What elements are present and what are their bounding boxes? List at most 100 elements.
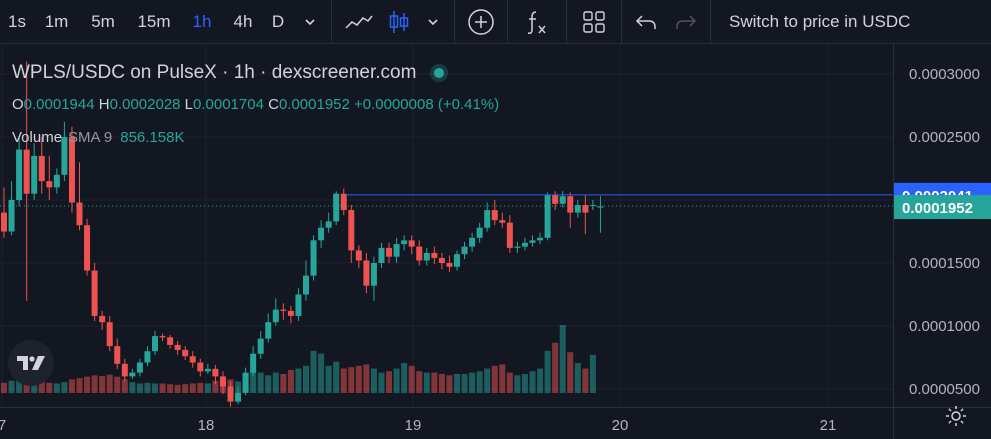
volume-bar <box>401 363 408 393</box>
x-tick-label: 20 <box>612 417 629 434</box>
open-label: O <box>12 96 24 113</box>
volume-bar <box>416 371 423 393</box>
candle-body <box>76 202 83 226</box>
volume-bar <box>559 325 566 393</box>
interval-1h[interactable]: 1h <box>192 11 212 31</box>
interval-15m[interactable]: 15m <box>137 11 171 31</box>
candle-body <box>333 193 340 222</box>
volume-value: 856.158K <box>120 129 185 146</box>
volume-bar <box>16 379 23 393</box>
ohlc-readout: O0.0001944 H0.0002028 L0.0001704 C0.0001… <box>12 96 499 113</box>
candle-body <box>537 237 544 241</box>
y-tick-label: 0.0000500 <box>909 381 980 398</box>
candle-body <box>1 212 7 232</box>
y-tick-label: 0.0002500 <box>909 129 980 146</box>
volume-bar <box>46 382 53 393</box>
settings-gear-icon[interactable] <box>944 404 968 433</box>
volume-bar <box>68 379 75 393</box>
switch-price-button[interactable]: Switch to price in USDC <box>729 11 911 31</box>
candle-body <box>408 240 415 247</box>
interval-1m[interactable]: 1m <box>44 11 69 31</box>
volume-bar <box>197 382 204 393</box>
candle-body <box>423 252 430 261</box>
separator <box>566 0 567 44</box>
volume-bar <box>303 365 309 393</box>
candle-body <box>182 349 189 357</box>
candle-body <box>454 254 460 267</box>
volume-bar <box>129 382 136 393</box>
volume-bar <box>574 363 581 393</box>
price-chart[interactable]: 0.0003000 0.0002500 0.0001500 0.0001000 0.00… <box>0 44 991 439</box>
candle-body <box>295 294 302 316</box>
change-value: +0.0000008 (+0.41%) <box>354 96 500 113</box>
interval-5m[interactable]: 5m <box>91 11 115 31</box>
volume-bar <box>114 376 121 393</box>
volume-bar <box>121 379 128 393</box>
close-label: C <box>268 96 279 113</box>
redo-icon[interactable] <box>666 0 706 44</box>
candle-body <box>552 194 559 204</box>
volume-bar <box>521 373 528 393</box>
candle-body <box>529 240 536 243</box>
volume-bar <box>393 368 400 393</box>
interval-4h[interactable]: 4h <box>233 11 253 31</box>
candle-body <box>84 225 91 271</box>
candle-body <box>136 362 143 373</box>
candle-body <box>469 237 476 247</box>
volume-bar <box>355 365 362 393</box>
candle-body <box>416 246 423 261</box>
candle-body <box>189 356 196 363</box>
candle-body <box>378 247 385 263</box>
volume-bar <box>386 371 393 393</box>
candle-body <box>303 275 309 295</box>
candle-body <box>446 263 453 267</box>
separator <box>331 0 332 44</box>
close-value: 0.0001952 <box>278 96 350 113</box>
add-indicator-icon[interactable] <box>459 0 503 44</box>
volume-bar <box>295 368 302 393</box>
chevron-down-icon[interactable] <box>293 0 327 44</box>
candle-body <box>393 244 400 257</box>
high-value: 0.0002028 <box>109 96 181 113</box>
undo-icon[interactable] <box>626 0 666 44</box>
volume-bar <box>582 368 589 393</box>
candle-body <box>68 137 75 203</box>
function-icon[interactable] <box>512 0 562 44</box>
candle-body <box>197 362 204 372</box>
tradingview-logo-icon[interactable] <box>8 340 54 386</box>
volume-bar <box>537 368 544 393</box>
chevron-down-icon[interactable] <box>416 0 450 44</box>
candle-body <box>144 351 151 363</box>
layout-icon[interactable] <box>571 0 617 44</box>
candles-icon[interactable] <box>382 0 416 44</box>
interval-D[interactable]: D <box>271 11 285 31</box>
x-tick-label: 18 <box>198 417 215 434</box>
last-price-label: 0.0001952 <box>902 200 973 217</box>
volume-bar <box>250 371 257 393</box>
candle-body <box>91 270 98 316</box>
candle-body <box>431 252 438 258</box>
candle-body <box>159 336 166 338</box>
candle-body <box>310 240 317 276</box>
x-tick-label: 19 <box>405 417 422 434</box>
volume-bar <box>340 368 347 393</box>
volume-bar <box>476 371 483 393</box>
interval-1s[interactable]: 1s <box>8 11 26 31</box>
volume-bar <box>318 353 325 393</box>
high-label: H <box>98 96 110 113</box>
candle-body <box>544 194 551 238</box>
candle-body <box>589 205 596 207</box>
candle-body <box>499 220 506 223</box>
volume-bar <box>106 374 113 393</box>
volume-bar <box>567 352 574 393</box>
volume-bar <box>136 383 143 393</box>
candle-body <box>386 247 393 257</box>
low-value: 0.0001704 <box>193 96 264 113</box>
line-chart-icon[interactable] <box>336 0 382 44</box>
volume-bar <box>506 372 513 393</box>
separator <box>710 0 711 44</box>
volume-bar <box>182 384 189 393</box>
candle-body <box>272 309 279 323</box>
volume-bar <box>431 372 438 393</box>
y-tick-label: 0.0001500 <box>909 255 980 272</box>
